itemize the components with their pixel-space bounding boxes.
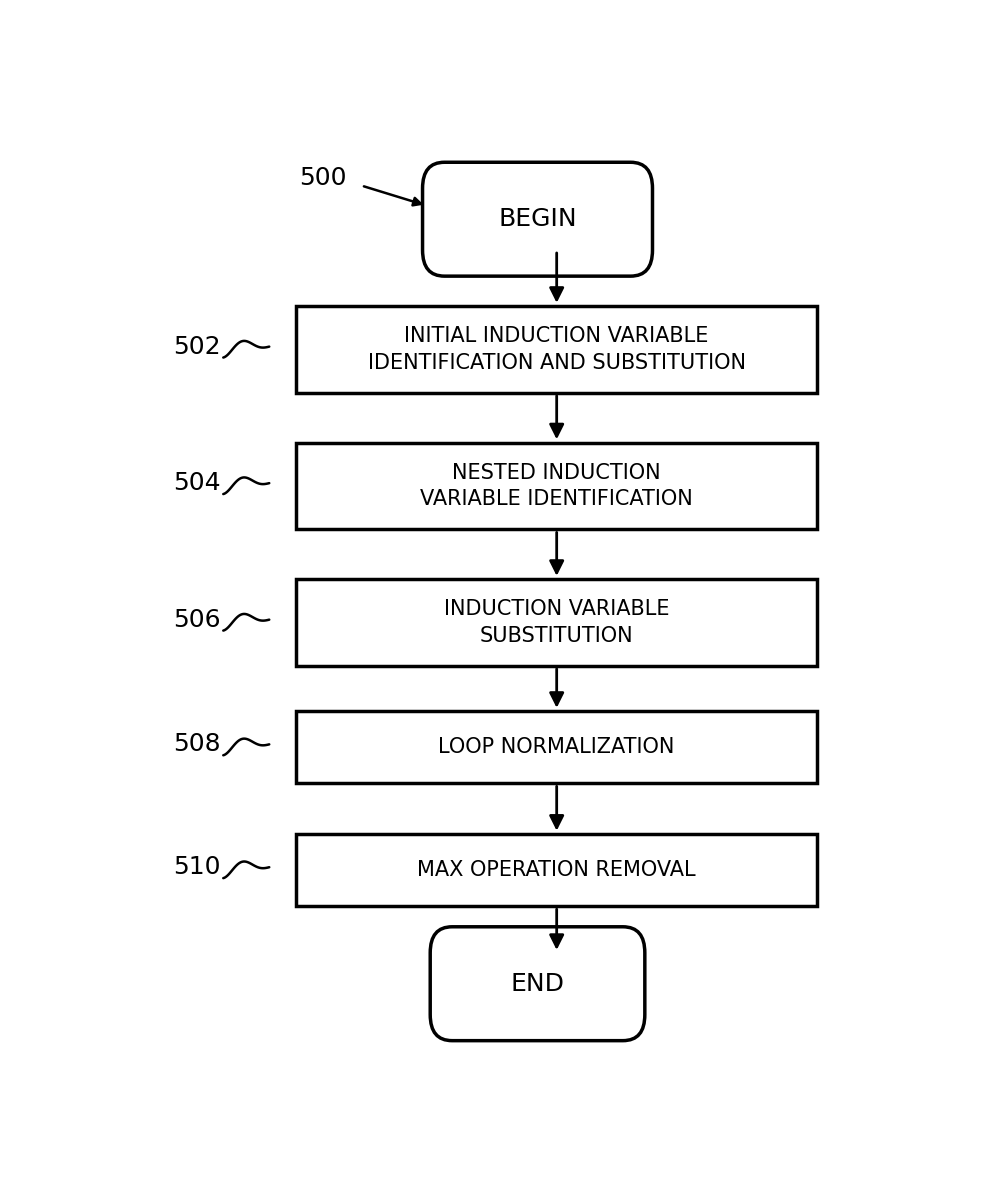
Text: 504: 504 (173, 472, 221, 495)
Bar (296, 710, 817, 784)
Text: 502: 502 (173, 335, 221, 358)
Text: INDUCTION VARIABLE
SUBSTITUTION: INDUCTION VARIABLE SUBSTITUTION (444, 599, 670, 645)
Text: 510: 510 (173, 856, 221, 879)
Text: 508: 508 (173, 733, 221, 756)
FancyBboxPatch shape (422, 162, 653, 277)
Bar (296, 833, 817, 907)
Text: 506: 506 (173, 608, 221, 631)
Bar (296, 579, 817, 665)
Text: BEGIN: BEGIN (498, 207, 577, 232)
Text: END: END (510, 972, 565, 995)
Text: INITIAL INDUCTION VARIABLE
IDENTIFICATION AND SUBSTITUTION: INITIAL INDUCTION VARIABLE IDENTIFICATIO… (368, 326, 746, 372)
Text: MAX OPERATION REMOVAL: MAX OPERATION REMOVAL (417, 860, 696, 879)
Text: 500: 500 (299, 167, 347, 190)
Text: LOOP NORMALIZATION: LOOP NORMALIZATION (438, 738, 674, 758)
FancyBboxPatch shape (430, 927, 645, 1040)
Bar (296, 442, 817, 530)
Text: NESTED INDUCTION
VARIABLE IDENTIFICATION: NESTED INDUCTION VARIABLE IDENTIFICATION (420, 462, 693, 509)
Bar (296, 306, 817, 392)
